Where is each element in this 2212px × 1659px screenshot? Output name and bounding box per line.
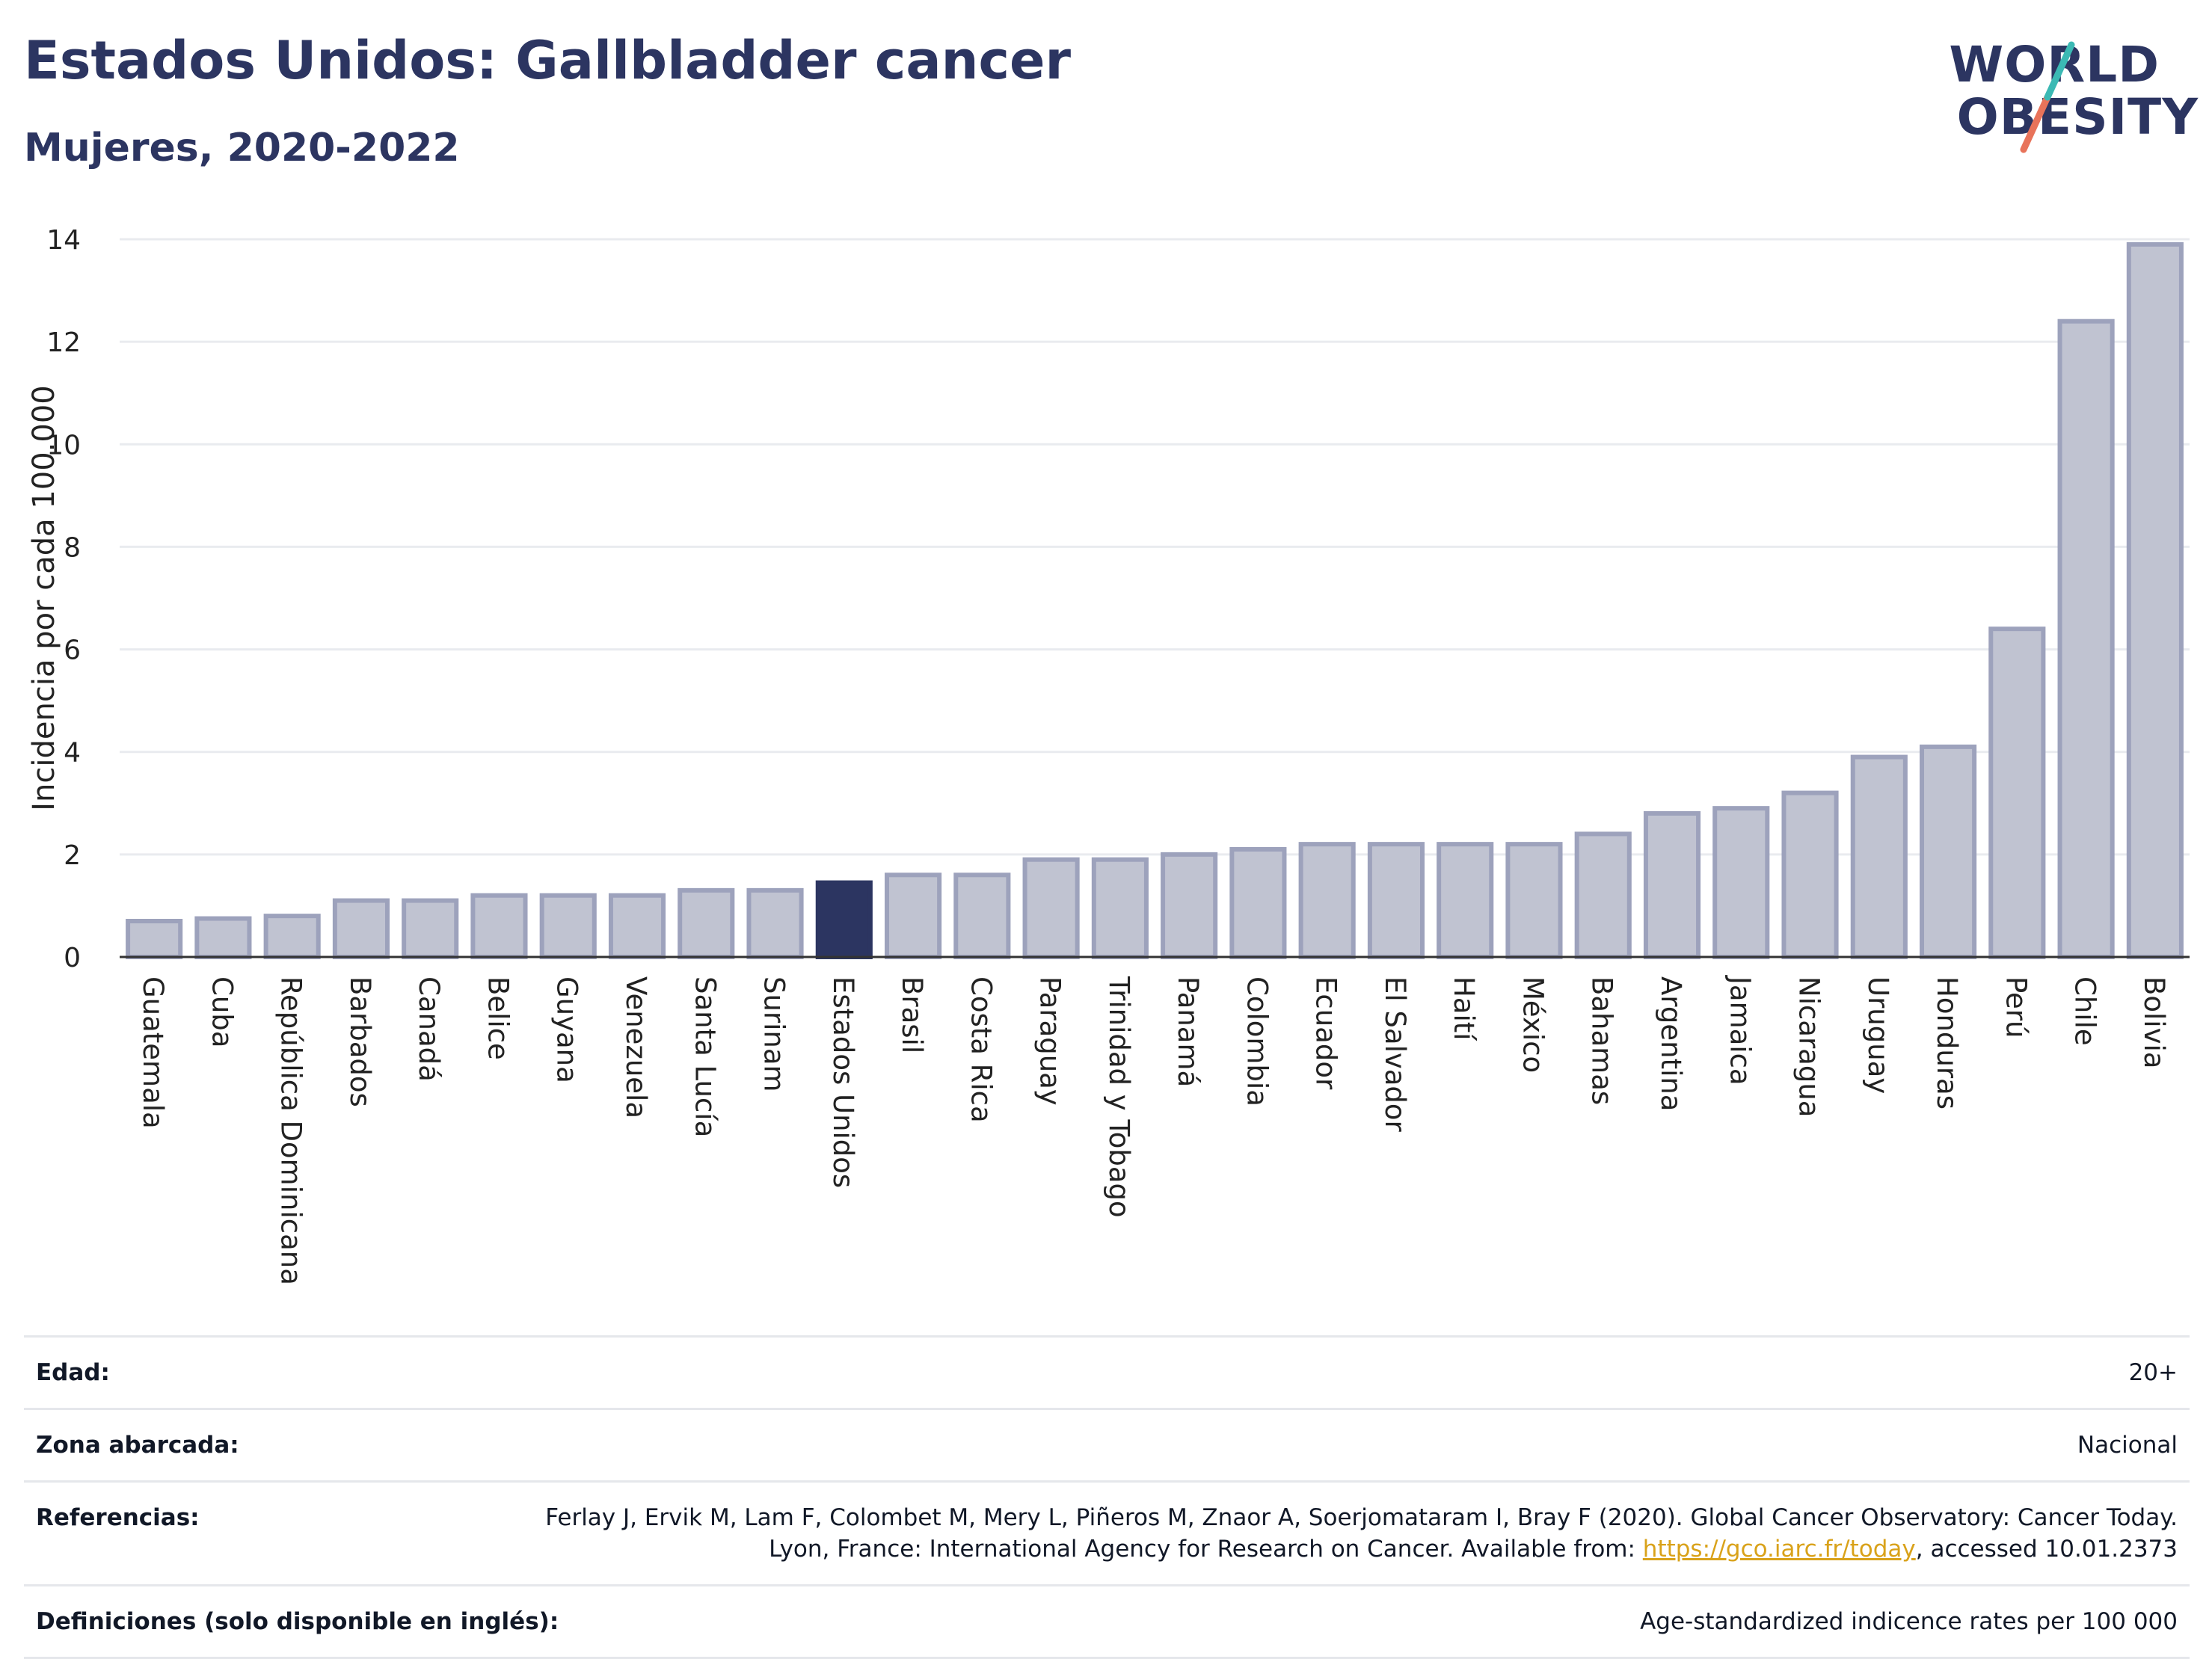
y-axis-label: Incidencia por cada 100.000 <box>27 385 61 811</box>
info-value-zone: Nacional <box>2077 1432 2178 1459</box>
bar <box>1091 857 1149 960</box>
bar <box>815 880 873 959</box>
bar <box>1988 627 2046 960</box>
x-tick-label: Perú <box>2000 976 2032 1038</box>
bar <box>1298 842 1356 960</box>
reference-link[interactable]: https://gco.iarc.fr/today <box>1642 1536 1916 1563</box>
chart-subtitle: Mujeres, 2020-2022 <box>24 126 460 170</box>
x-tick-label: Jamaica <box>1724 975 1756 1086</box>
x-tick-label: Canadá <box>413 976 445 1082</box>
y-tick-label: 12 <box>46 327 81 358</box>
info-value-age: 20+ <box>2128 1359 2178 1386</box>
x-tick-label: Brasil <box>896 976 928 1053</box>
y-tick-label: 4 <box>64 738 81 769</box>
info-label-age: Edad: <box>36 1359 110 1386</box>
y-tick-label: 0 <box>64 943 81 973</box>
info-label-zone: Zona abarcada: <box>36 1432 239 1459</box>
bar <box>402 898 459 959</box>
x-tick-label: Barbados <box>344 976 376 1107</box>
x-tick-label: Belice <box>482 976 514 1060</box>
x-tick-label: Paraguay <box>1034 976 1066 1106</box>
x-tick-label: Guyana <box>551 976 583 1083</box>
info-row-zone: Zona abarcada: Nacional <box>24 1408 2190 1480</box>
bar <box>1367 842 1425 960</box>
x-tick-label: Cuba <box>206 976 238 1047</box>
bar <box>263 914 321 960</box>
bar <box>678 887 735 959</box>
bar <box>608 893 666 960</box>
bar <box>1437 842 1494 960</box>
info-row-references: Referencias: Ferlay J, Ervik M, Lam F, C… <box>24 1480 2190 1584</box>
x-tick-label: Bahamas <box>1586 976 1618 1105</box>
bar <box>1712 806 1770 960</box>
bar <box>1920 744 1977 959</box>
x-tick-label: Trinidad y Tobago <box>1103 976 1135 1218</box>
x-tick-label: El Salvador <box>1379 976 1411 1133</box>
info-row-definitions: Definiciones (solo disponible en inglés)… <box>24 1584 2190 1659</box>
bar <box>1161 852 1218 959</box>
chart-title: Estados Unidos: Gallbladder cancer <box>24 30 1071 91</box>
bar <box>1229 847 1287 959</box>
x-tick-label: Santa Lucía <box>689 976 721 1137</box>
x-tick-label: México <box>1517 976 1549 1073</box>
x-tick-label: Estados Unidos <box>827 976 859 1188</box>
bar <box>332 898 390 959</box>
info-row-age: Edad: 20+ <box>24 1335 2190 1408</box>
x-tick-label: Haití <box>1448 976 1480 1041</box>
info-label-definitions: Definiciones (solo disponible en inglés)… <box>36 1608 559 1635</box>
reference-text: Ferlay J, Ervik M, Lam F, Colombet M, Me… <box>545 1504 2178 1563</box>
x-tick-label: Colombia <box>1241 976 1273 1106</box>
x-tick-label: Guatemala <box>137 976 169 1129</box>
x-tick-label: Panamá <box>1172 976 1204 1087</box>
x-tick-label: Bolivia <box>2138 976 2170 1068</box>
x-tick-label: Surinam <box>758 976 790 1092</box>
bar <box>1850 754 1908 959</box>
x-tick-label: Ecuador <box>1310 976 1342 1090</box>
bar <box>1505 842 1563 960</box>
bar-chart: 0 2 4 6 8 10 12 14 Incidencia por cada 100.000 Gu… <box>27 225 2190 1285</box>
x-tick-label: Costa Rica <box>965 976 997 1123</box>
info-label-references: Referencias: <box>36 1504 200 1531</box>
x-tick-label: Nicaragua <box>1793 976 1825 1117</box>
bar <box>1781 790 1839 959</box>
y-tick-label: 6 <box>64 635 81 666</box>
info-value-definitions: Age-standardized indicence rates per 100… <box>1640 1608 2178 1635</box>
bar <box>194 916 252 959</box>
logo-word-obesity: OBESITY <box>1956 88 2199 146</box>
bar <box>539 893 597 960</box>
x-tick-label: Honduras <box>1931 976 1963 1109</box>
bar <box>1574 831 1632 960</box>
y-tick-label: 10 <box>46 430 81 461</box>
bar <box>1643 811 1701 959</box>
y-tick-label: 8 <box>64 532 81 563</box>
world-obesity-logo: WORLD OBESITY <box>1949 22 2199 157</box>
y-tick-label: 2 <box>64 840 81 871</box>
bar <box>2057 318 2115 959</box>
x-tick-label: Argentina <box>1655 976 1687 1111</box>
y-tick-label: 14 <box>46 225 81 256</box>
bar <box>470 893 528 960</box>
bar <box>126 919 183 959</box>
info-value-references: Ferlay J, Ervik M, Lam F, Colombet M, Me… <box>532 1502 2178 1565</box>
x-tick-label: República Dominicana <box>275 976 307 1285</box>
x-tick-label: Venezuela <box>620 976 652 1118</box>
bar <box>885 872 942 959</box>
bar <box>953 872 1011 959</box>
bar <box>746 887 804 959</box>
x-tick-label: Chile <box>2069 976 2101 1046</box>
logo-slash-icon <box>2020 41 2075 153</box>
x-tick-label: Uruguay <box>1862 976 1894 1094</box>
reference-accessed: , accessed 10.01.2373 <box>1915 1536 2178 1563</box>
bar <box>1022 857 1080 960</box>
info-table: Edad: 20+ Zona abarcada: Nacional Refere… <box>24 1335 2190 1659</box>
bar <box>2126 241 2184 960</box>
